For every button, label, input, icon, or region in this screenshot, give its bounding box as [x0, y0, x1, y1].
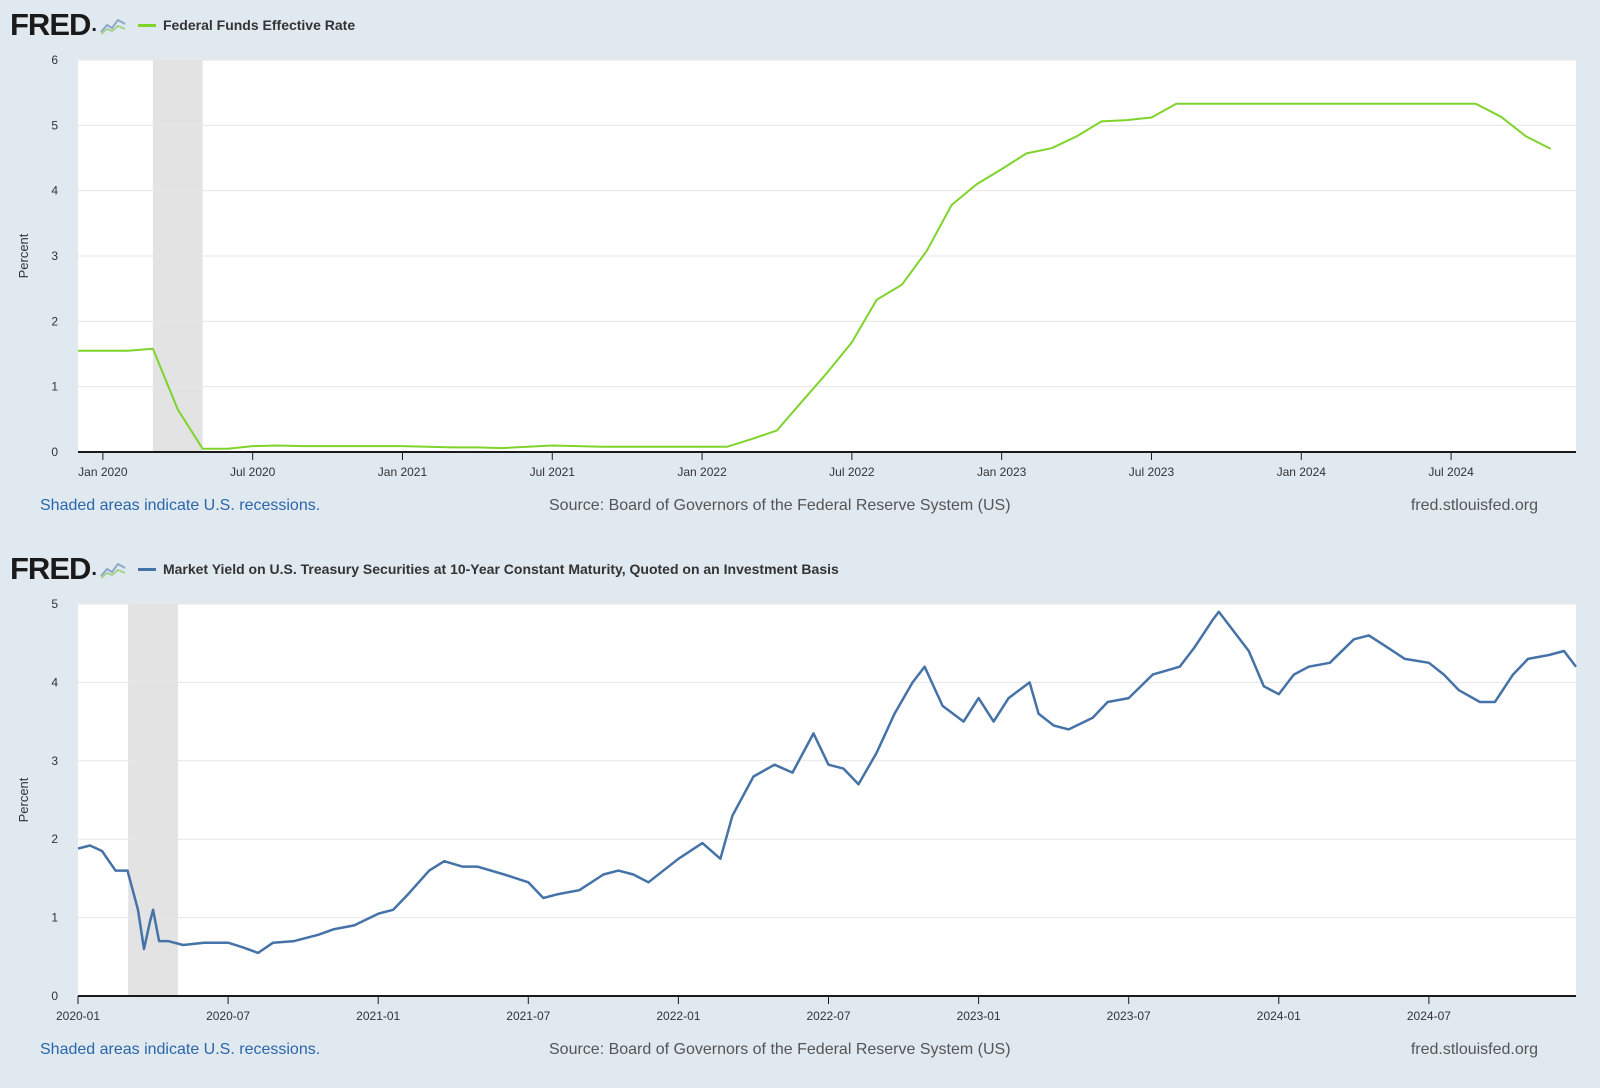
source-note: Source: Board of Governors of the Federa… [549, 1041, 1011, 1058]
x-tick-label: Jan 2021 [378, 465, 428, 479]
series-line [78, 102, 1552, 450]
series-line [77, 610, 1577, 955]
y-tick-label: 1 [51, 911, 58, 925]
x-tick-label: Jul 2021 [530, 465, 576, 479]
y-tick-label: 1 [51, 380, 58, 394]
recession-note: Shaded areas indicate U.S. recessions. [40, 497, 321, 514]
x-tick-label: 2024-07 [1407, 1009, 1451, 1023]
y-tick-label: 5 [51, 118, 58, 132]
y-tick-label: 4 [51, 675, 58, 689]
y-tick-label: 0 [51, 989, 58, 1003]
x-tick-label: 2022-07 [806, 1009, 850, 1023]
y-tick-label: 0 [51, 445, 58, 459]
x-tick-label: 2023-01 [957, 1009, 1001, 1023]
legend: Federal Funds Effective Rate [137, 17, 356, 33]
fred-chart-icon [99, 15, 126, 35]
fred-chart-icon [99, 559, 126, 579]
x-tick-label: 2024-01 [1257, 1009, 1301, 1023]
recession-note: Shaded areas indicate U.S. recessions. [40, 1041, 321, 1058]
x-tick-label: Jul 2020 [230, 465, 276, 479]
y-axis-label: Percent [16, 233, 31, 278]
y-tick-label: 5 [51, 597, 58, 611]
chart-panel-treasury-10y: FRED. Market Yield on U.S. Treasury Secu… [0, 544, 1600, 1088]
y-tick-label: 4 [51, 184, 58, 198]
fred-logo[interactable]: FRED. [10, 7, 126, 43]
x-tick-label: 2021-01 [356, 1009, 400, 1023]
y-tick-label: 2 [51, 314, 58, 328]
legend-label[interactable]: Federal Funds Effective Rate [162, 17, 356, 33]
chart-footer: Shaded areas indicate U.S. recessions. S… [0, 1041, 1600, 1065]
y-tick-label: 3 [51, 754, 58, 768]
chart-plot[interactable]: 0 1 2 3 4 5 2020-01 2020-07 2021-01 2021-07 2022-0… [0, 544, 1600, 1088]
x-tick-label: 2021-07 [506, 1009, 550, 1023]
y-axis-label: Percent [16, 777, 31, 822]
site-link[interactable]: fred.stlouisfed.org [1410, 497, 1538, 514]
chart-footer: Shaded areas indicate U.S. recessions. S… [0, 497, 1600, 521]
legend-label[interactable]: Market Yield on U.S. Treasury Securities… [162, 561, 839, 577]
site-link[interactable]: fred.stlouisfed.org [1410, 1041, 1538, 1058]
chart-header: FRED. Federal Funds Effective Rate [10, 7, 356, 43]
x-tick-label: Jan 2024 [1277, 465, 1327, 479]
plot-area [78, 604, 1576, 996]
y-tick-label: 2 [51, 832, 58, 846]
y-tick-label: 6 [51, 53, 58, 67]
fred-logo-text: FRED [10, 551, 91, 586]
x-tick-label: 2020-01 [56, 1009, 100, 1023]
x-tick-label: 2022-01 [656, 1009, 700, 1023]
source-note: Source: Board of Governors of the Federa… [549, 497, 1011, 514]
x-tick-label: Jul 2023 [1129, 465, 1175, 479]
fred-logo[interactable]: FRED. [10, 551, 126, 587]
chart-panel-fed-funds: FRED. Federal Funds Effective Rate 0 1 2 3 4… [0, 0, 1600, 544]
legend-swatch [137, 23, 156, 27]
x-tick-label: 2020-07 [206, 1009, 250, 1023]
y-tick-label: 3 [51, 249, 58, 263]
x-tick-label: Jan 2020 [78, 465, 128, 479]
legend: Market Yield on U.S. Treasury Securities… [137, 561, 839, 577]
fred-logo-text: FRED [10, 7, 91, 42]
chart-header: FRED. Market Yield on U.S. Treasury Secu… [10, 551, 839, 587]
x-tick-label: Jan 2022 [677, 465, 727, 479]
legend-swatch [137, 567, 156, 571]
x-tick-label: Jul 2024 [1428, 465, 1474, 479]
x-tick-label: Jul 2022 [829, 465, 875, 479]
recession-band [128, 604, 178, 996]
x-tick-label: 2023-07 [1107, 1009, 1151, 1023]
x-tick-label: Jan 2023 [977, 465, 1027, 479]
chart-plot[interactable]: 0 1 2 3 4 5 6 Jan 2020 Jul 2020 Jan 2021 Jul 2021 J… [0, 0, 1600, 544]
